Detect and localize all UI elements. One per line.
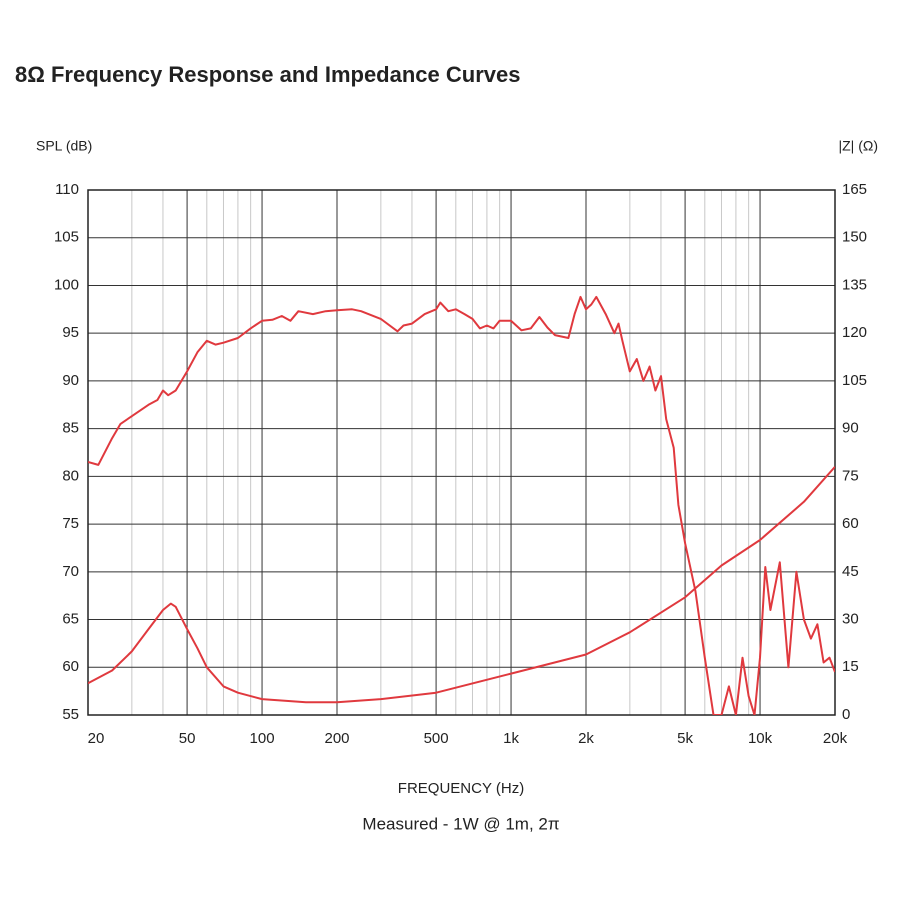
x-axis-label: FREQUENCY (Hz) (398, 780, 524, 797)
y2-axis-label: |Z| (Ω) (838, 138, 878, 154)
y-axis-label: SPL (dB) (36, 138, 92, 154)
x-tick-label: 10k (748, 730, 773, 747)
x-tick-label: 20 (88, 730, 105, 747)
data-line (88, 295, 835, 715)
y2-tick-label: 90 (842, 420, 859, 437)
y2-tick-label: 135 (842, 276, 867, 293)
y2-tick-label: 165 (842, 181, 867, 198)
y-tick-label: 100 (54, 276, 79, 293)
y2-tick-label: 105 (842, 372, 867, 389)
y2-tick-label: 30 (842, 611, 859, 628)
x-tick-label: 200 (324, 730, 349, 747)
y2-tick-label: 45 (842, 563, 859, 580)
chart-title: 8Ω Frequency Response and Impedance Curv… (15, 62, 520, 87)
y-tick-label: 55 (62, 706, 79, 723)
subtitle: Measured - 1W @ 1m, 2π (362, 814, 559, 833)
y-tick-label: 65 (62, 611, 79, 628)
data-line (88, 466, 835, 704)
y2-tick-label: 0 (842, 706, 850, 723)
y2-tick-label: 15 (842, 658, 859, 675)
y2-tick-label: 120 (842, 324, 867, 341)
x-tick-label: 50 (179, 730, 196, 747)
y-tick-label: 60 (62, 658, 79, 675)
y-tick-label: 110 (55, 181, 79, 198)
y-tick-label: 105 (54, 229, 79, 246)
x-tick-label: 20k (823, 730, 848, 747)
y-tick-label: 90 (62, 372, 79, 389)
y2-tick-label: 75 (842, 467, 859, 484)
y-tick-label: 85 (62, 420, 79, 437)
y-tick-label: 95 (62, 324, 79, 341)
y-tick-label: 70 (62, 563, 79, 580)
x-tick-label: 5k (677, 730, 693, 747)
plot-area (88, 295, 835, 715)
y-tick-label: 80 (62, 467, 79, 484)
x-tick-label: 1k (503, 730, 519, 747)
plot-frame (87, 189, 836, 716)
x-tick-label: 100 (250, 730, 275, 747)
y2-tick-label: 60 (842, 515, 859, 532)
y-tick-label: 75 (62, 515, 79, 532)
y2-tick-label: 150 (842, 229, 867, 246)
x-tick-label: 2k (578, 730, 594, 747)
x-tick-label: 500 (424, 730, 449, 747)
